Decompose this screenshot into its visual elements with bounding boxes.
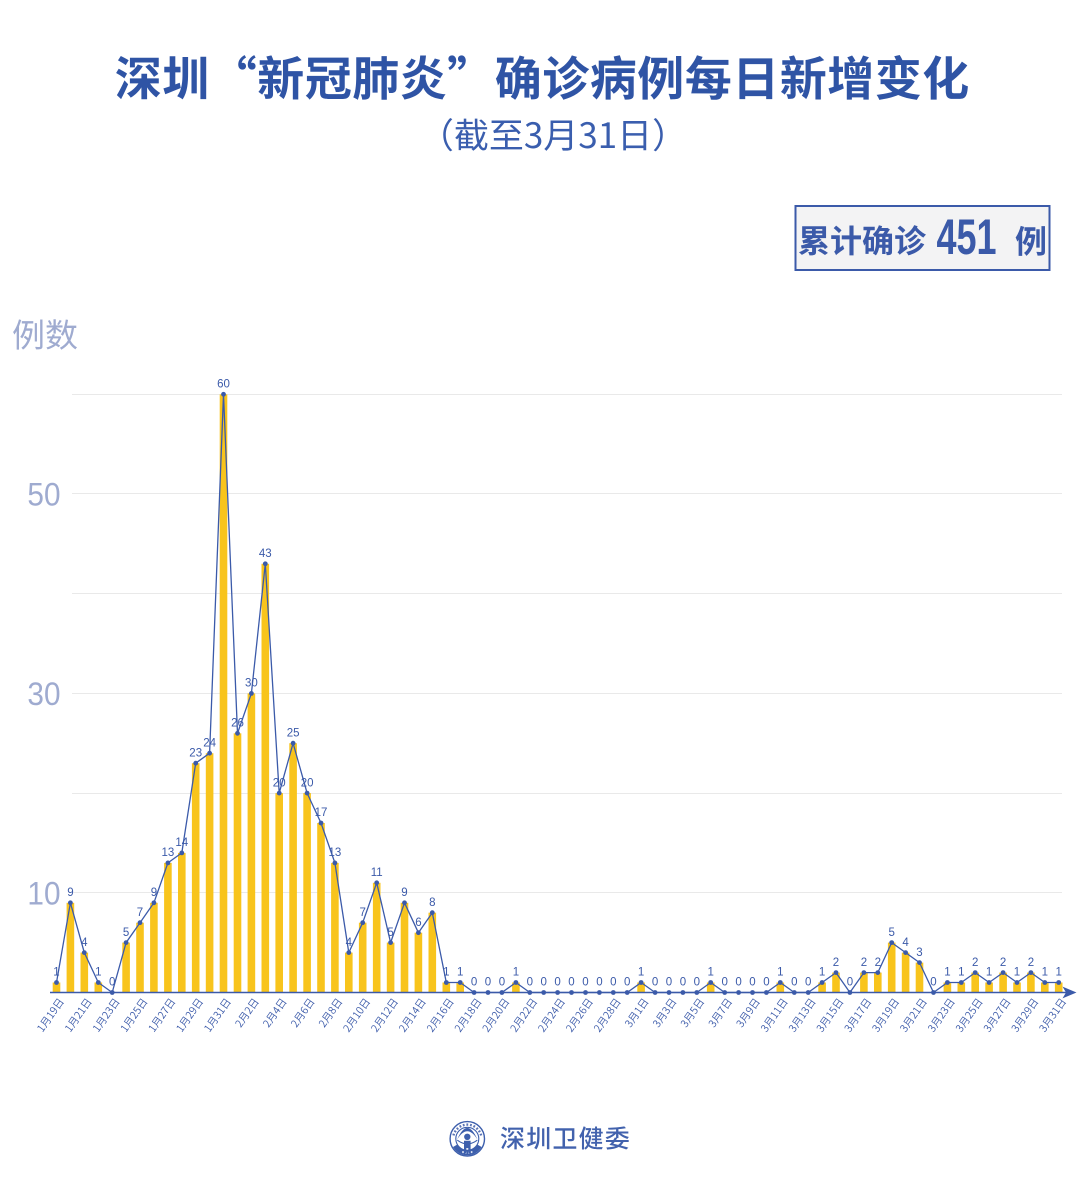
svg-text:26: 26 xyxy=(231,718,244,730)
svg-text:20: 20 xyxy=(273,777,286,789)
svg-text:0: 0 xyxy=(471,977,477,989)
svg-text:0: 0 xyxy=(749,977,755,989)
svg-text:0: 0 xyxy=(610,977,616,989)
svg-text:0: 0 xyxy=(540,977,546,989)
svg-text:1: 1 xyxy=(443,967,449,979)
svg-text:1: 1 xyxy=(777,967,783,979)
svg-text:14: 14 xyxy=(175,837,188,849)
svg-text:0: 0 xyxy=(624,977,630,989)
svg-text:8: 8 xyxy=(429,897,435,909)
svg-text:1: 1 xyxy=(819,967,825,979)
svg-text:24: 24 xyxy=(203,737,216,749)
svg-text:1: 1 xyxy=(986,967,992,979)
svg-text:2: 2 xyxy=(1000,957,1006,969)
svg-text:451: 451 xyxy=(937,210,997,265)
svg-text:50: 50 xyxy=(27,477,60,513)
svg-text:2: 2 xyxy=(861,957,867,969)
svg-text:2: 2 xyxy=(972,957,978,969)
svg-text:1: 1 xyxy=(958,967,964,979)
svg-text:1: 1 xyxy=(95,967,101,979)
svg-text:0: 0 xyxy=(930,977,936,989)
svg-text:17: 17 xyxy=(315,807,328,819)
svg-text:0: 0 xyxy=(499,977,505,989)
svg-text:9: 9 xyxy=(401,887,407,899)
svg-text:13: 13 xyxy=(329,847,342,859)
svg-text:5: 5 xyxy=(888,927,894,939)
svg-text:9: 9 xyxy=(67,887,73,899)
svg-text:6: 6 xyxy=(415,917,421,929)
svg-text:1: 1 xyxy=(707,967,713,979)
svg-text:2: 2 xyxy=(833,957,839,969)
svg-text:1: 1 xyxy=(1042,967,1048,979)
svg-text:11: 11 xyxy=(371,867,383,879)
svg-text:0: 0 xyxy=(554,977,560,989)
svg-text:0: 0 xyxy=(527,977,533,989)
svg-text:1: 1 xyxy=(513,967,519,979)
svg-text:0: 0 xyxy=(847,977,853,989)
svg-text:20: 20 xyxy=(301,777,314,789)
svg-text:0: 0 xyxy=(582,977,588,989)
svg-text:43: 43 xyxy=(259,548,272,560)
svg-text:0: 0 xyxy=(805,977,811,989)
svg-text:3: 3 xyxy=(916,947,922,959)
svg-text:1: 1 xyxy=(457,967,463,979)
svg-text:0: 0 xyxy=(666,977,672,989)
svg-text:10: 10 xyxy=(27,875,60,911)
svg-text:0: 0 xyxy=(791,977,797,989)
svg-text:0: 0 xyxy=(596,977,602,989)
svg-text:1: 1 xyxy=(944,967,950,979)
svg-text:7: 7 xyxy=(137,907,143,919)
svg-text:1: 1 xyxy=(1055,967,1061,979)
svg-text:13: 13 xyxy=(162,847,175,859)
svg-text:0: 0 xyxy=(680,977,686,989)
svg-text:60: 60 xyxy=(217,379,230,391)
svg-text:30: 30 xyxy=(245,678,258,690)
svg-text:4: 4 xyxy=(81,937,88,949)
svg-text:0: 0 xyxy=(652,977,658,989)
svg-text:30: 30 xyxy=(27,676,60,712)
svg-text:5: 5 xyxy=(387,927,393,939)
svg-text:9: 9 xyxy=(151,887,157,899)
svg-text:0: 0 xyxy=(109,977,115,989)
svg-text:7: 7 xyxy=(359,907,365,919)
svg-text:4: 4 xyxy=(346,937,353,949)
svg-text:0: 0 xyxy=(735,977,741,989)
svg-text:1: 1 xyxy=(638,967,644,979)
svg-text:0: 0 xyxy=(763,977,769,989)
svg-text:1: 1 xyxy=(53,967,59,979)
svg-text:0: 0 xyxy=(694,977,700,989)
svg-text:5: 5 xyxy=(123,927,129,939)
svg-text:1: 1 xyxy=(1014,967,1020,979)
svg-text:4: 4 xyxy=(902,937,909,949)
svg-text:0: 0 xyxy=(721,977,727,989)
svg-text:23: 23 xyxy=(189,747,202,759)
svg-text:25: 25 xyxy=(287,728,300,740)
svg-text:2: 2 xyxy=(875,957,881,969)
svg-text:0: 0 xyxy=(485,977,491,989)
svg-text:0: 0 xyxy=(568,977,574,989)
svg-text:2: 2 xyxy=(1028,957,1034,969)
